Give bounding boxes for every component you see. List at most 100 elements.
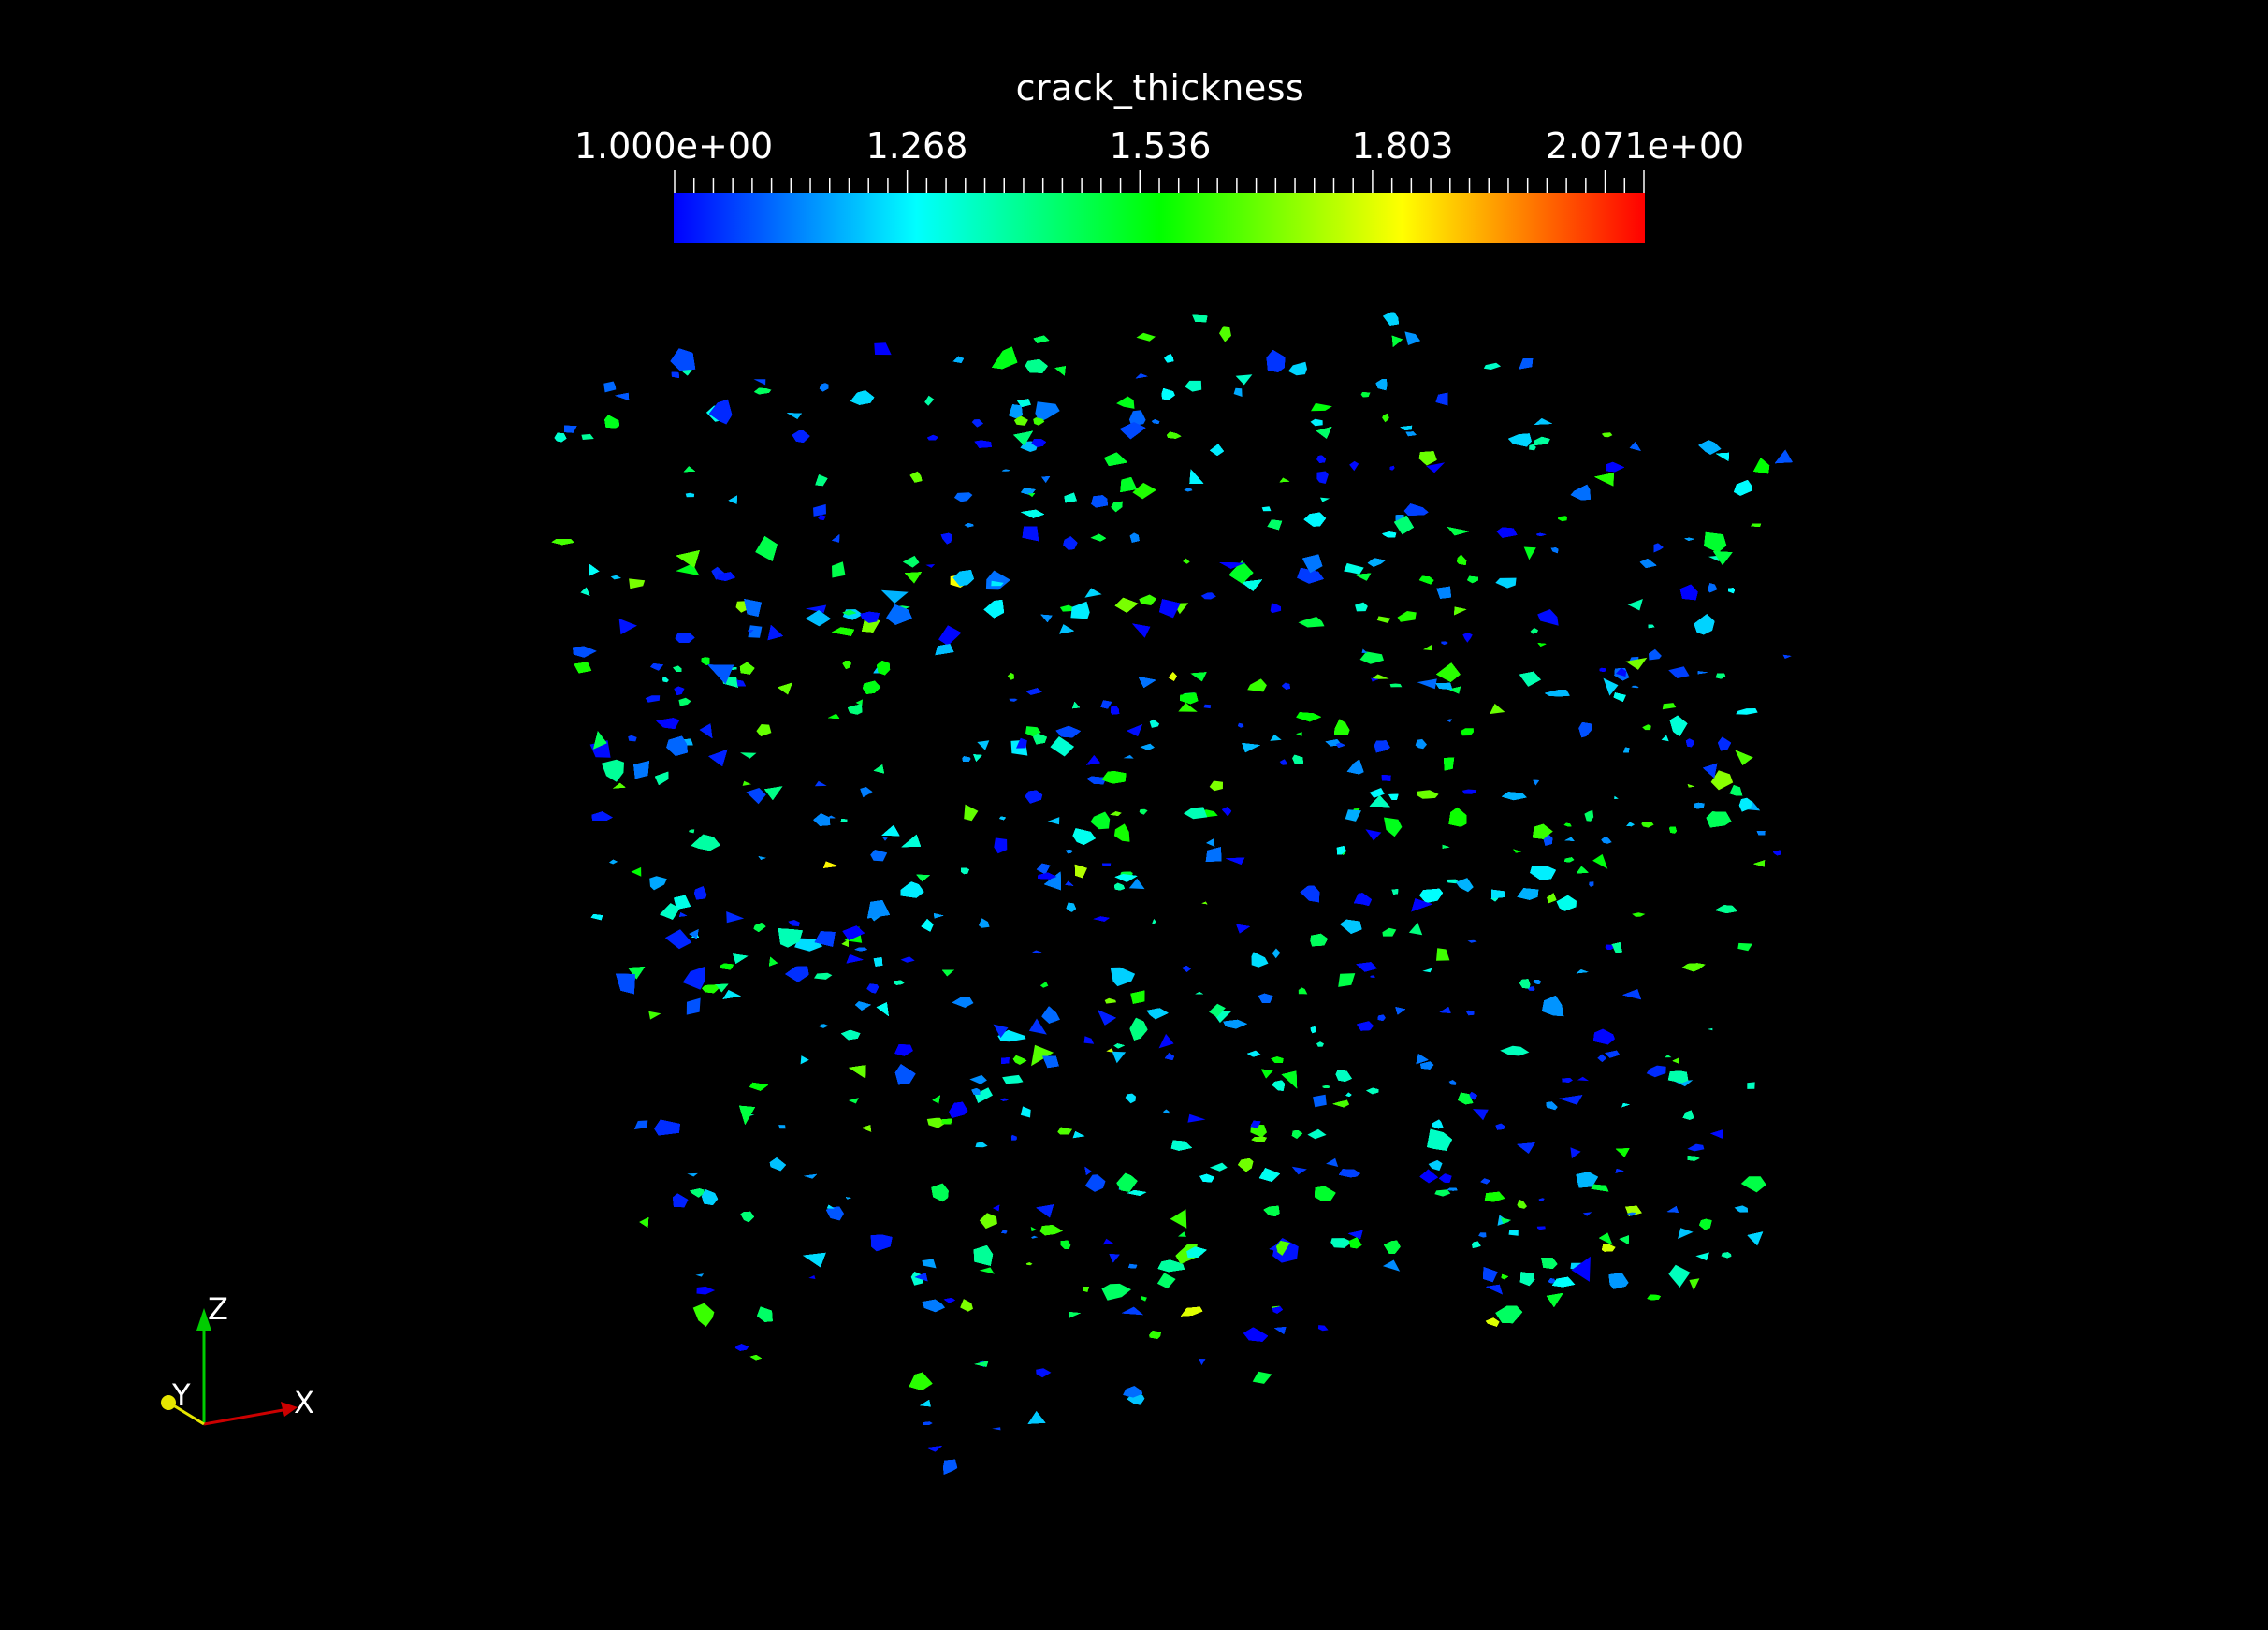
crack-fragment bbox=[1020, 1106, 1031, 1118]
crack-fragment bbox=[977, 740, 990, 750]
crack-fragment bbox=[1010, 1134, 1017, 1141]
crack-fragment bbox=[1631, 685, 1639, 689]
crack-fragment bbox=[1296, 712, 1322, 722]
crack-fragment bbox=[1570, 484, 1591, 501]
crack-fragment bbox=[1665, 1055, 1672, 1058]
crack-fragment bbox=[1708, 583, 1718, 593]
crack-fragment bbox=[1203, 704, 1212, 709]
crack-fragment bbox=[564, 425, 577, 433]
crack-fragment bbox=[1519, 671, 1541, 687]
crack-fragment bbox=[941, 1118, 952, 1125]
crack-fragment bbox=[1272, 948, 1281, 959]
crack-fragment bbox=[1031, 439, 1046, 447]
crack-fragment bbox=[1483, 362, 1502, 370]
crack-fragment bbox=[1461, 789, 1477, 794]
crack-fragment bbox=[1356, 962, 1377, 972]
crack-fragment bbox=[788, 920, 800, 927]
crack-fragment bbox=[769, 956, 778, 967]
crack-fragment bbox=[1100, 700, 1112, 709]
crack-fragment bbox=[1055, 725, 1081, 738]
crack-fragment bbox=[1678, 1228, 1694, 1240]
crack-fragment bbox=[873, 957, 883, 967]
crack-fragment bbox=[740, 1211, 754, 1223]
crack-fragment bbox=[1706, 811, 1732, 828]
crack-fragment bbox=[1772, 850, 1781, 856]
crack-fragment bbox=[687, 1172, 698, 1177]
crack-fragment bbox=[1704, 531, 1727, 553]
crack-fragment bbox=[674, 686, 685, 695]
crack-fragment bbox=[1613, 692, 1626, 702]
crack-fragment bbox=[1013, 430, 1033, 445]
crack-fragment bbox=[1774, 449, 1793, 464]
crack-fragment bbox=[749, 1355, 762, 1361]
crack-fragment bbox=[1419, 888, 1443, 903]
crack-fragment bbox=[842, 609, 864, 620]
crack-fragment bbox=[1219, 326, 1231, 342]
crack-fragment bbox=[881, 824, 900, 837]
crack-fragment bbox=[1112, 1051, 1127, 1064]
crack-fragment bbox=[983, 600, 1004, 619]
crack-fragment bbox=[848, 1098, 859, 1104]
crack-fragment bbox=[855, 1001, 871, 1011]
crack-fragment bbox=[740, 752, 757, 759]
crack-fragment bbox=[1374, 740, 1390, 753]
crack-fragment bbox=[580, 587, 590, 596]
crack-fragment bbox=[1434, 1189, 1451, 1197]
crack-fragment bbox=[1500, 1045, 1530, 1056]
crack-fragment bbox=[1317, 1325, 1329, 1332]
crack-fragment bbox=[1114, 882, 1125, 891]
crack-fragment bbox=[1157, 1259, 1185, 1273]
crack-fragment bbox=[1563, 822, 1572, 827]
crack-fragment bbox=[1623, 747, 1630, 753]
crack-fragment bbox=[574, 662, 592, 674]
crack-fragment bbox=[1576, 969, 1589, 974]
crack-fragment bbox=[922, 1259, 937, 1269]
crack-fragment bbox=[1031, 1235, 1039, 1239]
crack-fragment bbox=[1101, 1283, 1131, 1301]
crack-fragment bbox=[1710, 770, 1734, 791]
crack-fragment bbox=[882, 837, 888, 841]
crack-fragment bbox=[924, 395, 935, 406]
crack-fragment bbox=[1340, 919, 1362, 934]
crack-fragment bbox=[1642, 724, 1651, 731]
crack-fragment bbox=[1689, 1278, 1700, 1291]
crack-fragment bbox=[645, 695, 661, 703]
crack-fragment bbox=[1316, 1041, 1324, 1047]
crack-fragment bbox=[894, 1064, 916, 1085]
crack-fragment bbox=[1189, 469, 1204, 484]
crack-fragment bbox=[1534, 436, 1550, 445]
crack-fragment bbox=[1036, 863, 1051, 875]
crack-fragment bbox=[1357, 1021, 1374, 1031]
crack-fragment bbox=[1606, 461, 1625, 473]
crack-fragment bbox=[1454, 606, 1467, 616]
crack-fragment bbox=[639, 1217, 649, 1228]
crack-fragment bbox=[1648, 624, 1655, 629]
crack-fragment bbox=[1199, 1173, 1214, 1183]
crack-fragment bbox=[1332, 1099, 1349, 1108]
crack-fragment bbox=[814, 780, 827, 787]
crack-fragment bbox=[841, 1029, 861, 1041]
crack-fragment bbox=[1360, 392, 1371, 398]
crack-fragment bbox=[1384, 1240, 1401, 1254]
crack-fragment bbox=[671, 371, 679, 378]
crack-fragment bbox=[1183, 807, 1208, 820]
crack-fragment bbox=[1190, 672, 1207, 682]
crack-fragment bbox=[1091, 495, 1108, 508]
crack-fragment bbox=[901, 834, 921, 848]
crack-fragment bbox=[1558, 516, 1568, 522]
crack-fragment bbox=[1007, 672, 1014, 680]
crack-fragment bbox=[1404, 331, 1421, 345]
crack-fragment bbox=[1025, 790, 1043, 804]
crack-fragment bbox=[1093, 916, 1110, 922]
crack-fragment bbox=[666, 735, 688, 756]
crack-fragment bbox=[1415, 738, 1427, 750]
crack-fragment bbox=[870, 1234, 893, 1252]
crack-fragment bbox=[1033, 335, 1050, 343]
crack-fragment bbox=[689, 829, 695, 834]
crack-fragment bbox=[1538, 1198, 1545, 1201]
crack-fragment bbox=[1242, 743, 1260, 753]
crack-fragment bbox=[1182, 966, 1191, 972]
crack-fragment bbox=[1592, 853, 1608, 869]
